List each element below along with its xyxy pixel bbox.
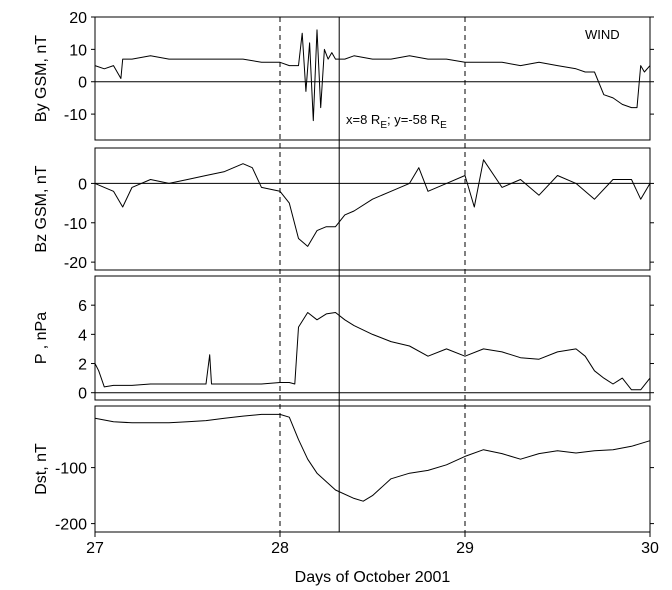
y-tick-label-bz: -10 — [64, 216, 87, 233]
y-tick-label-by: 20 — [69, 10, 87, 27]
x-tick-label: 28 — [271, 540, 289, 557]
y-tick-label-by: -10 — [64, 107, 87, 124]
x-tick-label: 27 — [86, 540, 104, 557]
panel-frame-by — [94, 16, 651, 141]
y-tick-label-p: 6 — [78, 298, 87, 315]
x-axis-title: Days of October 2001 — [295, 569, 451, 586]
y-tick-label-bz: 0 — [78, 176, 87, 193]
x-tick-label: 29 — [456, 540, 474, 557]
series-line-dst-0 — [94, 413, 651, 502]
y-axis-title-by: By GSM, nT — [33, 35, 50, 122]
y-tick-label-dst: -100 — [55, 461, 87, 478]
series-line-by-0 — [94, 29, 651, 122]
panel-frame-p — [94, 275, 651, 401]
y-tick-label-bz: -20 — [64, 255, 87, 272]
y-axis-title-dst: Dst, nT — [33, 443, 50, 495]
annotation-y-subscript: E — [440, 120, 447, 131]
y-tick-label-dst: -200 — [55, 517, 87, 534]
y-axis-title-bz: Bz GSM, nT — [33, 165, 50, 252]
spacecraft-label: WIND — [585, 27, 620, 42]
x-tick-label: 30 — [641, 540, 659, 557]
y-tick-label-by: 10 — [69, 42, 87, 59]
panel-p: 0 2 4 6 P , nPa — [33, 275, 654, 403]
vertical-markers — [279, 17, 466, 532]
y-tick-label-p: 2 — [78, 357, 87, 374]
y-tick-label-by: 0 — [78, 75, 87, 92]
panel-frame-bz — [94, 147, 651, 271]
panel-frame-dst — [94, 405, 651, 533]
annotation-x-subscript: E — [380, 120, 387, 131]
y-tick-label-p: 0 — [78, 386, 87, 403]
y-axis-title-p: P , nPa — [33, 312, 50, 364]
x-axis: 27 28 29 30 — [86, 532, 659, 557]
y-tick-label-p: 4 — [78, 327, 87, 344]
position-annotation-text: x=8 RE; y=-58 RE — [346, 112, 447, 131]
position-annotation: x=8 RE; y=-58 RE — [346, 112, 447, 131]
annotation-x-part: x=8 R — [346, 112, 380, 127]
panel-by: -10 0 10 20 By GSM, nT — [33, 10, 654, 141]
annotation-y-part: ; y=-58 R — [387, 112, 440, 127]
panel-dst: -100 -200 Dst, nT — [33, 405, 654, 534]
series-line-p-0 — [94, 312, 651, 391]
series-line-bz-0 — [94, 159, 651, 247]
panel-bz: -20 -10 0 Bz GSM, nT — [33, 147, 654, 272]
